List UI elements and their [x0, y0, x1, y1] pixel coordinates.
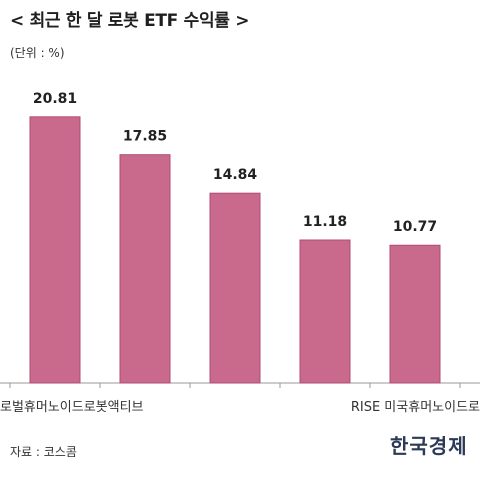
value-label-0: 20.81: [33, 91, 77, 107]
value-label-3: 11.18: [303, 214, 347, 230]
unit-label: (단위 : %): [10, 46, 65, 60]
bar-2: [209, 192, 261, 384]
category-label-0: 로벌휴머노이드로봇액티브: [0, 400, 144, 415]
bar-1: [119, 154, 171, 384]
bar-3: [299, 239, 351, 384]
hankyung-logo: 한국경제: [390, 434, 468, 458]
value-label-1: 17.85: [123, 129, 167, 145]
value-label-2: 14.84: [213, 167, 258, 183]
value-label-4: 10.77: [393, 219, 437, 235]
source-label: 자료 : 코스콤: [10, 445, 77, 459]
bar-4: [389, 244, 441, 384]
chart-title: < 최근 한 달 로봇 ETF 수익률 >: [10, 11, 250, 31]
bar-0: [29, 116, 81, 384]
category-label-3: RISE 미국휴머노이드로: [351, 400, 480, 415]
